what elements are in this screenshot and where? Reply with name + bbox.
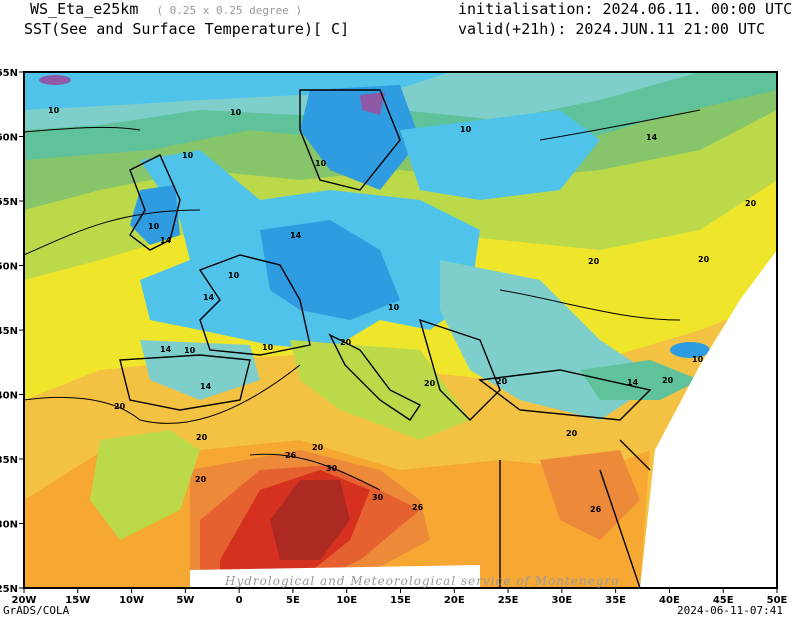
lon-tick-label: 30E: [551, 595, 572, 606]
lon-tick-label: 0: [236, 595, 243, 606]
lon-tick-label: 10W: [119, 595, 144, 606]
lat-tick-label: 50N: [0, 262, 18, 273]
contour-label: 20: [114, 402, 126, 411]
contour-label: 20: [496, 377, 508, 386]
initialisation-time: initialisation: 2024.06.11. 00:00 UTC: [458, 0, 793, 18]
contour-label: 10: [460, 125, 472, 134]
lon-tick-label: 5E: [286, 595, 300, 606]
contour-label: 10: [48, 106, 60, 115]
resolution-label: ( 0.25 x 0.25 degree ): [156, 4, 303, 17]
lon-tick-label: 20E: [444, 595, 465, 606]
contour-label: 10: [315, 159, 327, 168]
contour-label: 20: [340, 338, 352, 347]
contour-label: 20: [588, 257, 600, 266]
contour-label: 20: [312, 443, 324, 452]
lon-tick-label: 45E: [713, 595, 734, 606]
contour-label: 20: [195, 475, 207, 484]
contour-label: 20: [566, 429, 578, 438]
contour-label: 14: [200, 382, 212, 391]
lon-tick-label: 15W: [65, 595, 90, 606]
lon-tick-label: 15E: [390, 595, 411, 606]
contour-label: 14: [203, 293, 215, 302]
lat-tick-label: 25N: [0, 584, 18, 595]
lon-tick-label: 25E: [498, 595, 519, 606]
country-borders: [119, 89, 652, 588]
lon-tick-label: 40E: [659, 595, 680, 606]
contour-lines: [24, 109, 701, 491]
lat-tick-label: 65N: [0, 68, 18, 79]
contour-label: 10: [184, 346, 196, 355]
lon-tick-label: 35E: [605, 595, 626, 606]
lon-tick-label: 50E: [767, 595, 788, 606]
contour-label: 14: [290, 231, 302, 240]
contour-label: 20: [745, 199, 757, 208]
contour-label: 14: [627, 378, 639, 387]
contour-label: 14: [160, 236, 172, 245]
contour-label: 10: [230, 108, 242, 117]
lon-tick-label: 20W: [12, 595, 37, 606]
contour-label: 26: [590, 505, 602, 514]
valid-time: valid(+21h): 2024.JUN.11 21:00 UTC: [458, 20, 766, 38]
watermark: Hydrological and Meteorological service …: [224, 574, 619, 588]
timestamp-label: 2024-06-11-07:41: [677, 604, 783, 617]
sst-field: [24, 72, 777, 588]
model-title: WS_Eta_e25km ( 0.25 x 0.25 degree ): [30, 0, 303, 18]
contour-label: 20: [698, 255, 710, 264]
contour-label: 10: [182, 151, 194, 160]
contour-label: 20: [196, 433, 208, 442]
lat-tick-label: 55N: [0, 197, 18, 208]
lon-tick-label: 10E: [336, 595, 357, 606]
contour-label: 26: [285, 451, 297, 460]
lat-tick-label: 45N: [0, 326, 18, 337]
lat-tick-label: 35N: [0, 455, 18, 466]
contour-label: 20: [662, 376, 674, 385]
lon-tick-label: 5W: [176, 595, 194, 606]
contour-label: 26: [412, 503, 424, 512]
credit-label: GrADS/COLA: [3, 604, 70, 617]
contour-label: 10: [262, 343, 274, 352]
lat-tick-label: 40N: [0, 391, 18, 402]
contour-label: 10: [692, 355, 704, 364]
contour-labels: 10 10 10 10 10 14 14 10 14 10 14 20 20 2…: [48, 106, 757, 514]
contour-label: 30: [372, 493, 384, 502]
contour-label: 14: [646, 133, 658, 142]
lat-tick-label: 60N: [0, 133, 18, 144]
contour-label: 10: [228, 271, 240, 280]
variable-title: SST(See and Surface Temperature)[ C]: [24, 20, 350, 38]
latitude-ticks: 65N 60N 55N 50N 45N 40N 35N 30N 25N: [0, 68, 24, 595]
contour-label: 10: [388, 303, 400, 312]
contour-label: 14: [160, 345, 172, 354]
contour-label: 30: [326, 464, 338, 473]
longitude-ticks: 20W 15W 10W 5W 0 5E 10E 15E 20E 25E 30E 35E 40E 45E 50…: [12, 588, 788, 606]
lat-tick-label: 30N: [0, 520, 18, 531]
contour-label: 20: [424, 379, 436, 388]
contour-label: 10: [148, 222, 160, 231]
